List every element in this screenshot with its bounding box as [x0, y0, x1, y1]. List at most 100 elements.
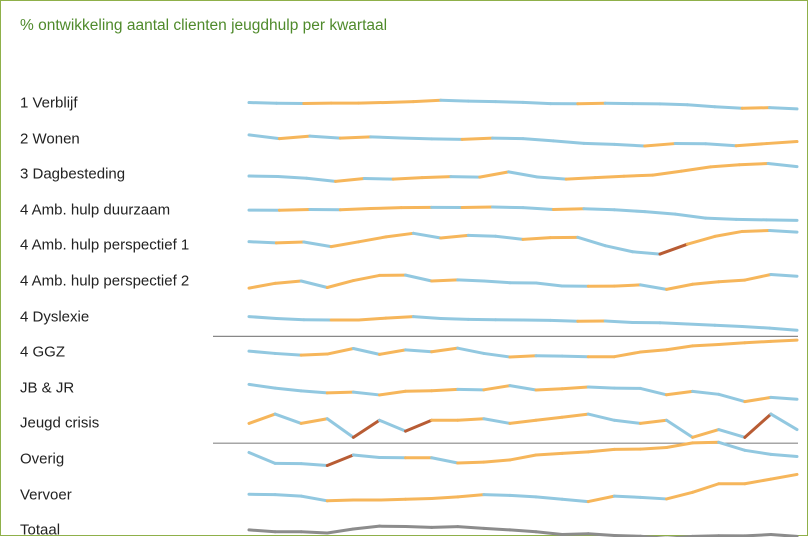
segment-4-amb-hulp-perspectief-2-10	[484, 281, 510, 283]
segment-2-wonen-3	[310, 136, 340, 138]
segment-vervoer-7	[406, 498, 432, 499]
segment-vervoer-3	[301, 496, 327, 501]
segment-3-dagbesteding-2	[278, 177, 307, 179]
segment-2-wonen-2	[279, 136, 309, 138]
sparkline-overig	[249, 442, 797, 465]
sparkline-totaal	[249, 526, 797, 537]
sparkline-1-verblijf	[249, 100, 797, 109]
segment-3-dagbesteding-16	[682, 167, 711, 171]
segment-jeugd-crisis-11	[510, 420, 536, 423]
segment-4-dyslexie-7	[413, 317, 440, 319]
segment-2-wonen-16	[706, 144, 736, 146]
segment-overig-9	[458, 462, 484, 463]
segment-4-ggz-6	[379, 350, 405, 354]
segment-2-wonen-6	[401, 138, 431, 139]
segment-2-wonen-8	[462, 138, 492, 139]
segment-vervoer-16	[640, 497, 666, 499]
segment-1-verblijf-8	[441, 100, 468, 101]
segment-jeugd-crisis-4	[327, 419, 353, 438]
segment-overig-1	[249, 452, 275, 463]
segment-4-amb-hulp-perspectief-2-21	[771, 274, 797, 276]
segment-4-amb-hulp-duurzaam-9	[493, 207, 523, 208]
segment-4-ggz-4	[327, 348, 353, 354]
segment-jeugd-crisis-10	[484, 419, 510, 424]
segment-jeugd-crisis-6	[379, 420, 405, 431]
segment-vervoer-2	[275, 495, 301, 497]
segment-totaal-10	[484, 528, 510, 530]
segment-4-amb-hulp-perspectief-1-4	[331, 242, 358, 247]
segment-1-verblijf-17	[687, 105, 714, 107]
segment-4-amb-hulp-duurzaam-13	[614, 210, 644, 212]
segment-3-dagbesteding-9	[480, 172, 509, 177]
segment-4-amb-hulp-duurzaam-2	[279, 209, 309, 210]
segment-overig-11	[510, 455, 536, 460]
segment-4-amb-hulp-duurzaam-11	[553, 209, 583, 210]
sparkline-jb-en-jr	[249, 384, 797, 401]
segment-vervoer-10	[484, 495, 510, 496]
segment-4-dyslexie-14	[605, 321, 632, 323]
segment-overig-20	[745, 450, 771, 454]
segment-4-amb-hulp-perspectief-2-16	[640, 285, 666, 289]
segment-4-dyslexie-18	[715, 325, 742, 326]
segment-3-dagbesteding-18	[739, 164, 768, 165]
segment-overig-5	[353, 455, 379, 457]
segment-jb-en-jr-13	[562, 387, 588, 389]
segment-4-ggz-8	[432, 348, 458, 352]
segment-1-verblijf-19	[742, 108, 769, 109]
segment-1-verblijf-5	[359, 102, 386, 103]
segment-4-dyslexie-6	[386, 317, 413, 319]
segment-jeugd-crisis-14	[588, 414, 614, 420]
segment-jeugd-crisis-15	[614, 420, 640, 423]
segment-4-amb-hulp-duurzaam-4	[340, 209, 370, 210]
segment-2-wonen-12	[584, 143, 614, 144]
segment-2-wonen-5	[371, 137, 401, 138]
sparkline-3-dagbesteding	[249, 164, 797, 182]
segment-4-ggz-16	[640, 350, 666, 352]
segment-4-dyslexie-1	[249, 317, 276, 319]
segment-4-amb-hulp-perspectief-1-6	[386, 233, 413, 237]
segment-totaal-13	[562, 534, 588, 535]
segment-3-dagbesteding-19	[768, 164, 797, 167]
segment-overig-12	[536, 453, 562, 455]
segment-4-amb-hulp-perspectief-2-17	[667, 284, 693, 289]
segment-4-ggz-20	[745, 341, 771, 342]
segment-2-wonen-10	[523, 139, 553, 141]
segment-jb-en-jr-14	[588, 387, 614, 388]
segment-1-verblijf-20	[770, 108, 797, 109]
segment-4-amb-hulp-perspectief-2-4	[327, 281, 353, 288]
segment-jeugd-crisis-21	[771, 414, 797, 430]
segment-totaal-3	[301, 532, 327, 533]
segment-jb-en-jr-8	[432, 389, 458, 390]
segment-4-amb-hulp-perspectief-2-7	[406, 275, 432, 281]
segment-4-ggz-3	[301, 354, 327, 355]
segment-2-wonen-14	[645, 144, 675, 146]
segment-4-dyslexie-12	[550, 320, 577, 321]
sparkline-4-amb-hulp-perspectief-1	[249, 231, 797, 255]
segment-4-amb-hulp-duurzaam-15	[675, 214, 705, 218]
segment-jb-en-jr-4	[327, 392, 353, 393]
segment-4-dyslexie-2	[276, 318, 303, 319]
segment-4-amb-hulp-perspectief-2-9	[458, 280, 484, 281]
segment-totaal-1	[249, 530, 275, 532]
segment-totaal-5	[353, 526, 379, 529]
segment-jb-en-jr-10	[484, 386, 510, 390]
segment-4-amb-hulp-perspectief-1-1	[249, 242, 276, 243]
segment-2-wonen-17	[736, 144, 766, 146]
segment-4-ggz-18	[693, 344, 719, 345]
segment-4-dyslexie-17	[687, 324, 714, 325]
segment-4-ggz-21	[771, 340, 797, 341]
segment-4-ggz-15	[614, 352, 640, 357]
segment-3-dagbesteding-15	[653, 171, 682, 175]
segment-totaal-4	[327, 529, 353, 533]
segment-4-amb-hulp-perspectief-1-10	[496, 236, 523, 239]
segment-4-ggz-7	[406, 350, 432, 352]
segment-4-amb-hulp-perspectief-2-2	[275, 281, 301, 283]
segment-4-amb-hulp-duurzaam-14	[645, 212, 675, 214]
segment-4-amb-hulp-perspectief-2-5	[353, 275, 379, 280]
segment-totaal-8	[432, 527, 458, 528]
segment-jeugd-crisis-16	[640, 420, 666, 423]
segment-jb-en-jr-1	[249, 384, 275, 388]
segment-2-wonen-4	[340, 137, 370, 138]
segment-3-dagbesteding-6	[393, 178, 422, 180]
segment-4-amb-hulp-perspectief-1-3	[304, 242, 331, 247]
